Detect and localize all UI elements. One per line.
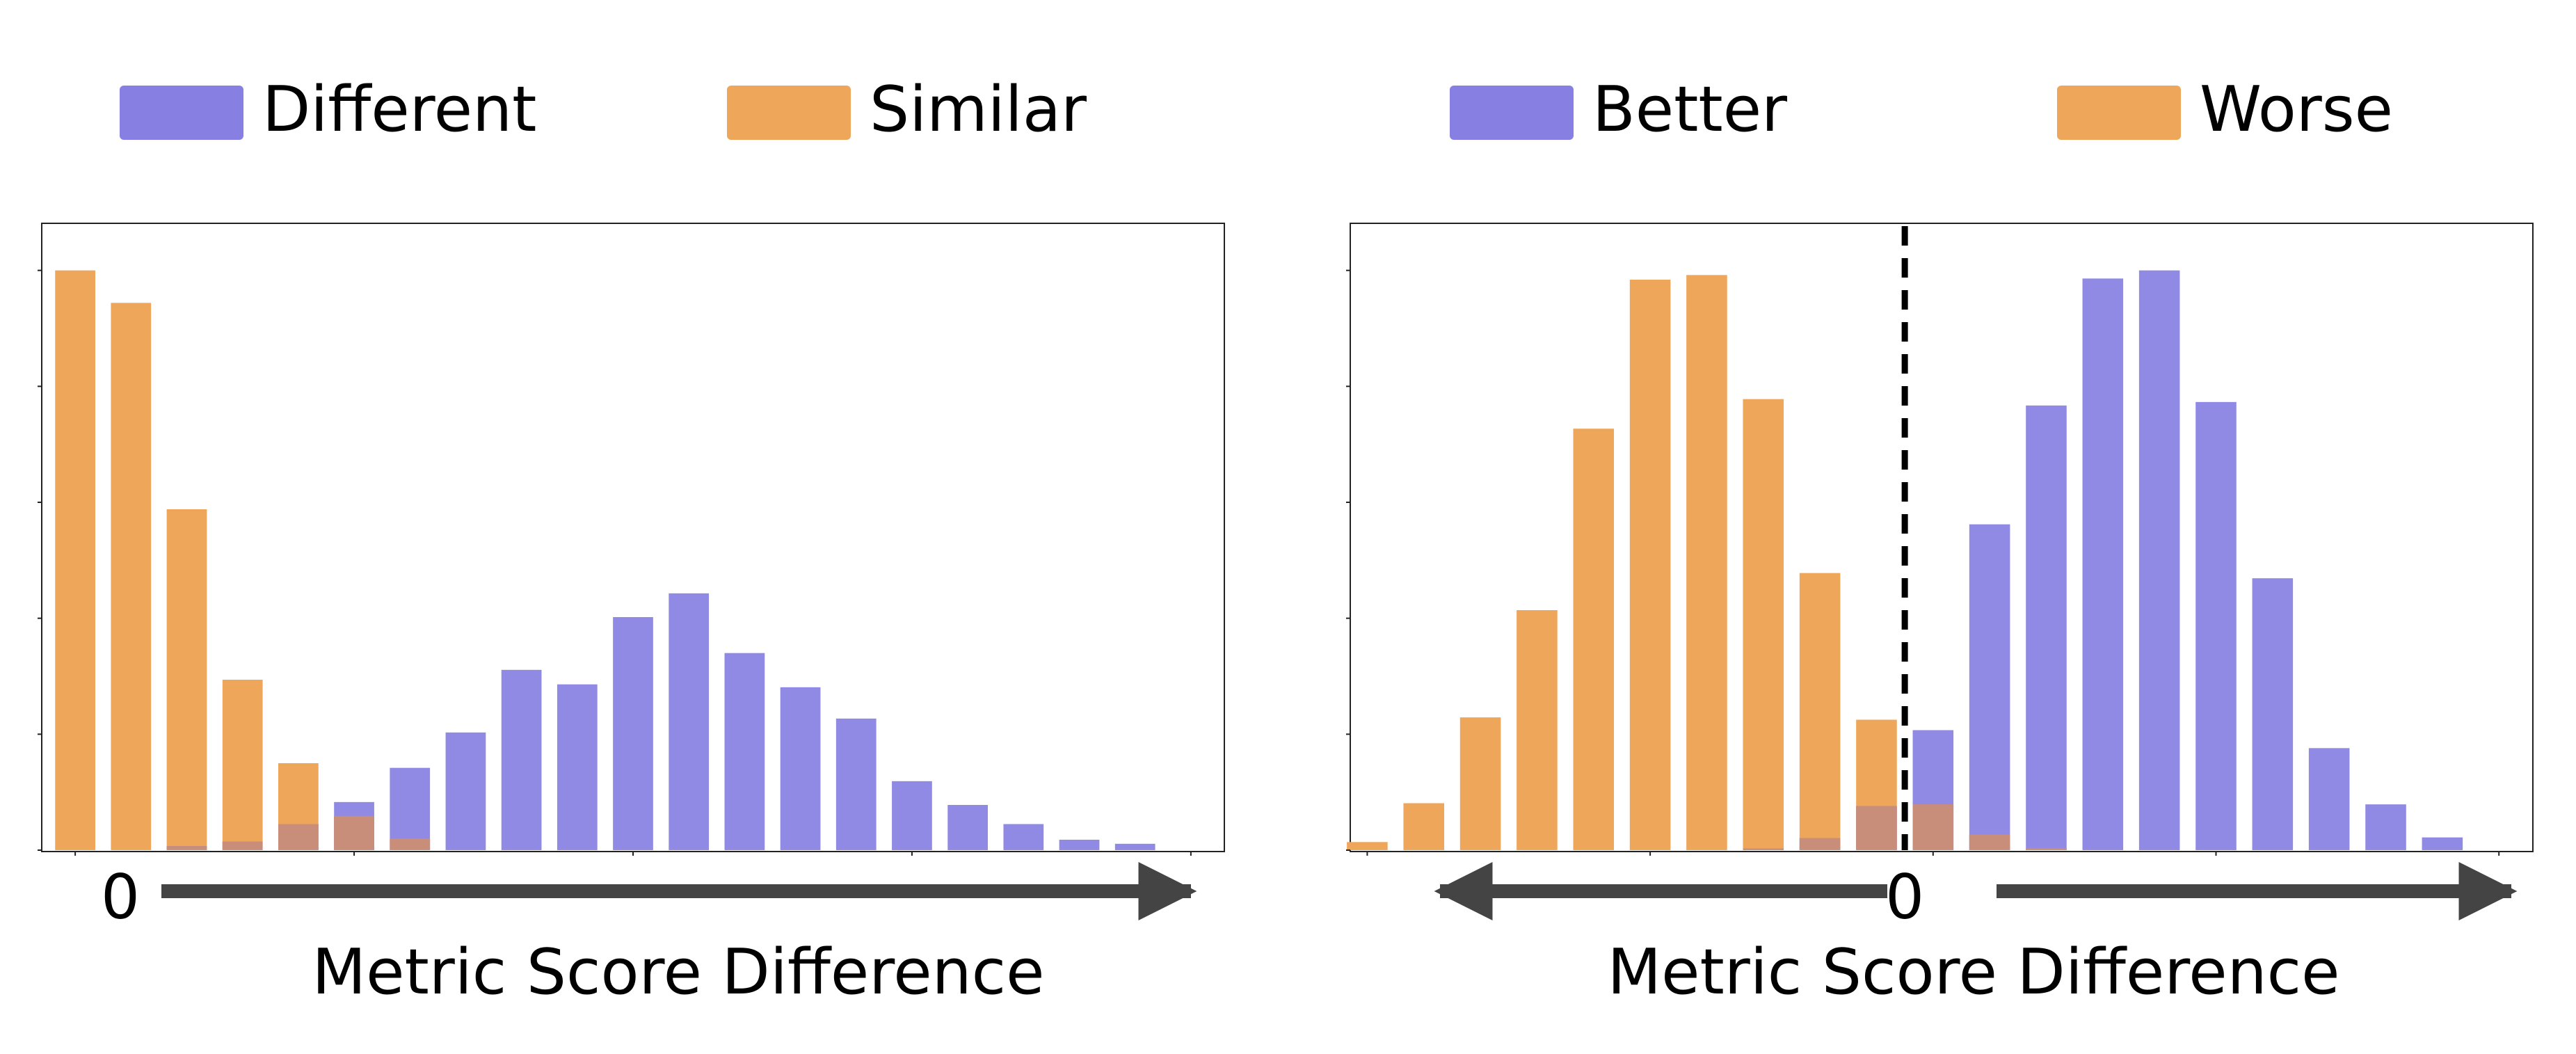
legend-swatch-better [1450, 86, 1574, 140]
bar-left-similar-1 [111, 303, 152, 850]
bar-right-overlap-10 [1912, 804, 1954, 850]
legend-label-better: Better [1592, 73, 1787, 146]
bar-left-overlap-2 [166, 846, 207, 850]
bar-left-different-17 [1003, 824, 1044, 850]
x-axis-label-left: Metric Score Difference [312, 936, 1044, 1009]
bar-right-better-15 [2195, 401, 2237, 850]
bar-right-worse-0 [1347, 842, 1388, 850]
legend-swatch-different [120, 86, 243, 140]
bar-left-different-6 [390, 767, 431, 850]
x-axis-label-right: Metric Score Difference [1607, 936, 2339, 1009]
bar-left-overlap-5 [334, 815, 374, 850]
legend-label-similar: Similar [870, 73, 1087, 146]
bar-left-different-12 [724, 653, 765, 850]
bar-left-different-7 [445, 732, 486, 850]
bar-left-similar-3 [222, 680, 263, 850]
bar-left-different-16 [947, 805, 988, 850]
bar-left-similar-2 [166, 509, 207, 850]
bar-right-better-17 [2308, 748, 2350, 850]
bar-left-different-18 [1059, 840, 1100, 850]
bar-right-worse-6 [1686, 275, 1727, 850]
bar-left-overlap-3 [222, 841, 263, 850]
bar-left-different-19 [1114, 843, 1155, 850]
bar-right-better-19 [2422, 837, 2463, 850]
legend-label-different: Different [262, 73, 536, 146]
legend-label-worse: Worse [2200, 73, 2393, 146]
bar-right-worse-8 [1799, 573, 1841, 850]
plot-frame-right [1350, 223, 2534, 852]
bar-right-better-12 [2026, 405, 2067, 850]
bar-left-different-14 [835, 718, 877, 850]
bar-right-better-16 [2252, 578, 2294, 850]
bar-right-worse-7 [1743, 399, 1784, 850]
bar-left-overlap-6 [390, 838, 431, 850]
chart-right: Better Worse 0 Metric Score Difference [1346, 73, 2534, 1009]
bar-right-overlap-7 [1743, 848, 1784, 850]
bar-left-different-10 [613, 617, 653, 850]
bar-right-better-13 [2082, 278, 2124, 850]
chart-left: Different Similar 0 Metric Score Differe… [38, 73, 1225, 1009]
ticks-left [38, 269, 1192, 856]
bars-left [55, 270, 1155, 851]
bar-left-different-11 [669, 593, 710, 850]
bar-left-similar-0 [55, 270, 95, 851]
bars-right [1347, 270, 2463, 851]
bar-right-overlap-9 [1856, 806, 1897, 850]
bar-right-overlap-11 [1969, 834, 2010, 850]
legend-swatch-similar [727, 86, 851, 140]
ticks-right [1346, 269, 2500, 856]
bar-right-better-11 [1969, 524, 2010, 850]
bar-left-different-8 [501, 669, 542, 850]
bar-left-overlap-4 [278, 824, 319, 850]
bar-right-better-18 [2365, 804, 2406, 850]
bar-left-different-13 [780, 687, 821, 850]
bar-right-better-14 [2138, 270, 2180, 851]
bar-right-worse-4 [1573, 429, 1615, 850]
zero-label-right: 0 [1885, 861, 1924, 933]
bar-right-worse-5 [1629, 280, 1671, 850]
bar-right-worse-2 [1459, 717, 1501, 850]
bar-right-overlap-12 [2026, 848, 2067, 850]
legend-swatch-worse [2057, 86, 2181, 140]
bar-left-different-9 [557, 684, 598, 850]
bar-left-different-15 [892, 781, 932, 850]
zero-label-left: 0 [101, 861, 140, 933]
bar-right-worse-1 [1403, 803, 1445, 850]
bar-right-worse-3 [1517, 610, 1558, 850]
bar-right-overlap-8 [1799, 838, 1841, 850]
